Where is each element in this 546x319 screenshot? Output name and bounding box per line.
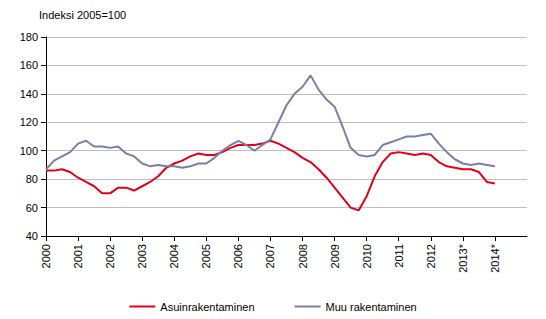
svg-text:80: 80 (26, 173, 38, 185)
svg-text:2001: 2001 (72, 244, 84, 268)
svg-text:120: 120 (20, 116, 38, 128)
svg-text:2011: 2011 (393, 244, 405, 268)
svg-text:40: 40 (26, 230, 38, 242)
svg-text:2009: 2009 (329, 244, 341, 268)
svg-text:100: 100 (20, 145, 38, 157)
svg-text:2000: 2000 (40, 244, 52, 268)
svg-text:2012: 2012 (425, 244, 437, 268)
svg-text:180: 180 (20, 31, 38, 43)
svg-text:Muu rakentaminen: Muu rakentaminen (326, 301, 417, 313)
svg-text:2004: 2004 (168, 244, 180, 268)
svg-text:2007: 2007 (264, 244, 276, 268)
svg-text:2002: 2002 (104, 244, 116, 268)
svg-text:2008: 2008 (297, 244, 309, 268)
svg-text:Indeksi 2005=100: Indeksi 2005=100 (39, 9, 126, 21)
svg-text:2013*: 2013* (457, 243, 469, 272)
svg-text:2010: 2010 (361, 244, 373, 268)
svg-text:2006: 2006 (232, 244, 244, 268)
svg-text:140: 140 (20, 88, 38, 100)
svg-text:2003: 2003 (136, 244, 148, 268)
svg-text:2014*: 2014* (489, 243, 501, 272)
svg-text:2005: 2005 (200, 244, 212, 268)
svg-text:Asuinrakentaminen: Asuinrakentaminen (160, 301, 254, 313)
svg-text:60: 60 (26, 202, 38, 214)
svg-text:160: 160 (20, 59, 38, 71)
